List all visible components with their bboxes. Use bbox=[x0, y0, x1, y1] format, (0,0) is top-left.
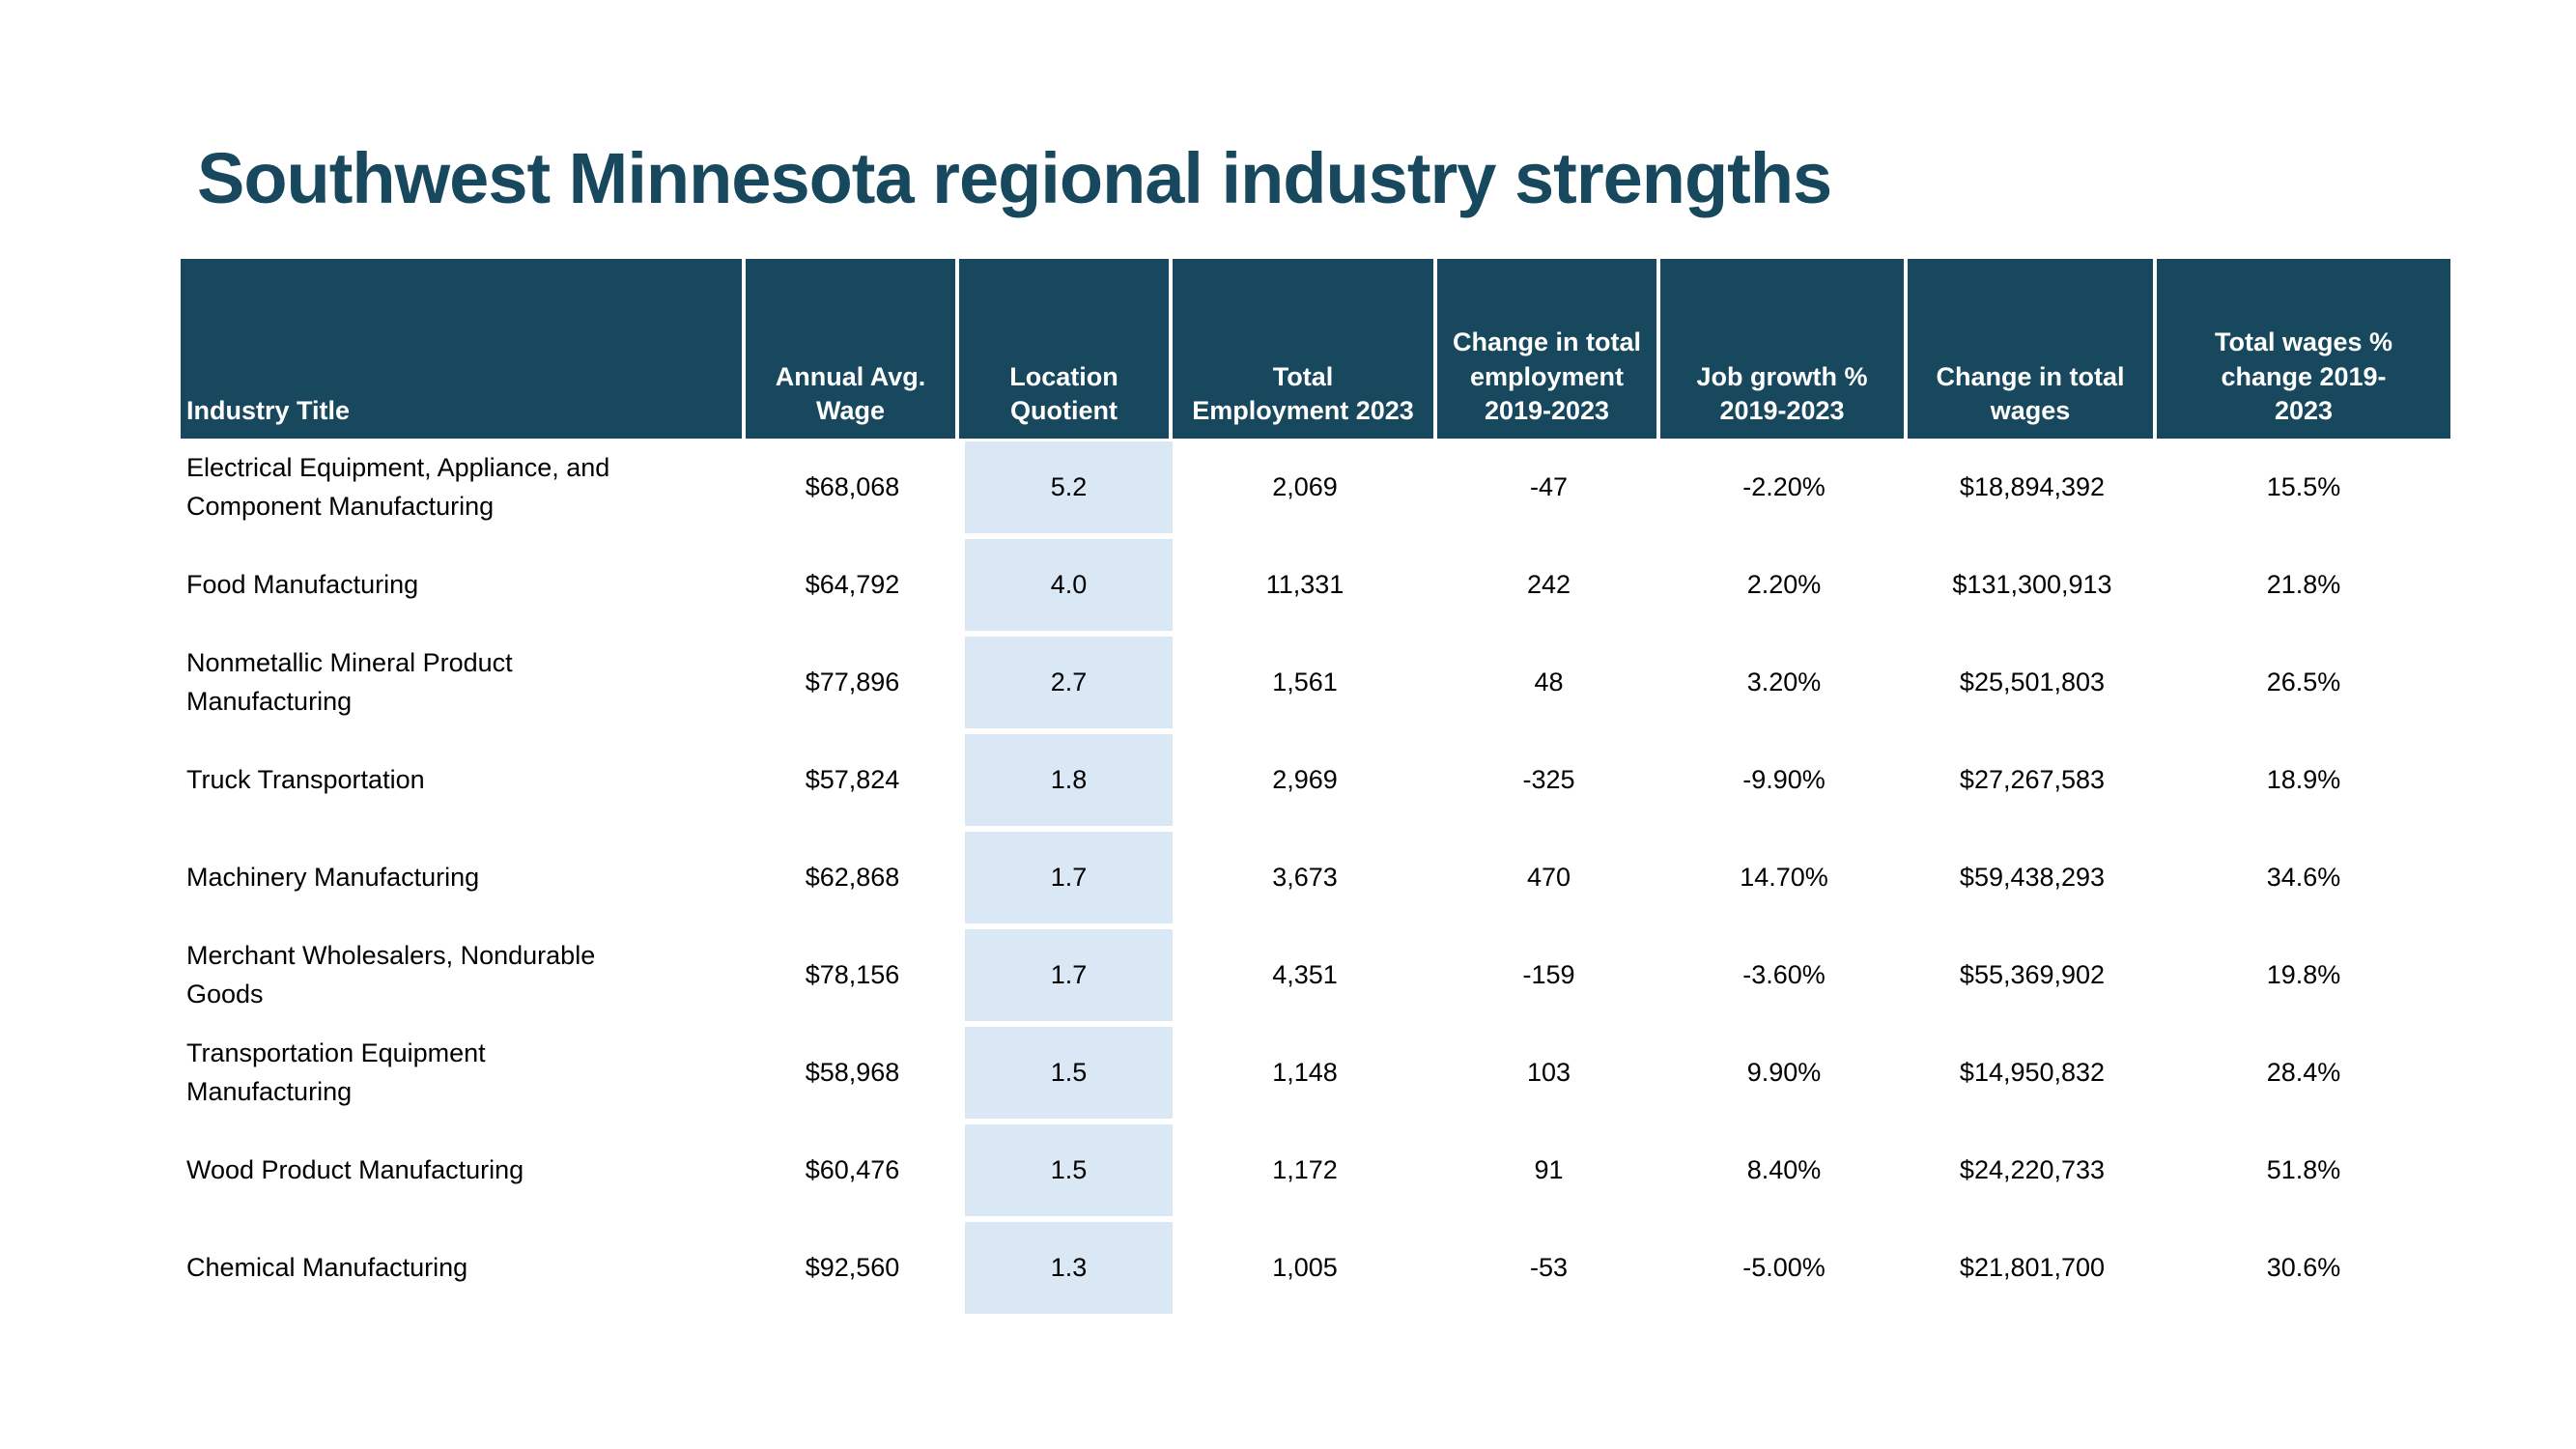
industry-title-cell: Electrical Equipment, Appliance, and Com… bbox=[186, 453, 610, 521]
industry-title-cell: Machinery Manufacturing bbox=[186, 862, 480, 892]
cell-total_wages_pct_change_2019_2023: 51.8% bbox=[2266, 1154, 2341, 1184]
cell-change_in_total_employment_2019_2023: 103 bbox=[1526, 1057, 1571, 1087]
cell-annual_avg_wage: $60,476 bbox=[805, 1154, 900, 1184]
cell-location_quotient: 2.7 bbox=[959, 634, 1173, 731]
cell-total_employment_2023: 1,561 bbox=[1272, 667, 1338, 696]
cell-change_in_total_employment_2019_2023: 470 bbox=[1526, 862, 1571, 892]
cell-total_employment_2023: 4,351 bbox=[1272, 959, 1338, 989]
cell-location_quotient: 1.3 bbox=[959, 1219, 1173, 1317]
cell-job_growth_pct_2019_2023: -2.20% bbox=[1742, 471, 1826, 501]
page-title: Southwest Minnesota regional industry st… bbox=[197, 138, 1832, 218]
cell-change_in_total_employment_2019_2023: 242 bbox=[1526, 569, 1571, 599]
column-header-change_in_total_wages: Change in total wages bbox=[1908, 259, 2157, 439]
cell-change_in_total_employment_2019_2023: -47 bbox=[1529, 471, 1569, 501]
cell-change_in_total_employment_2019_2023: 91 bbox=[1534, 1154, 1564, 1184]
cell-job_growth_pct_2019_2023: 9.90% bbox=[1746, 1057, 1822, 1087]
cell-annual_avg_wage: $64,792 bbox=[805, 569, 900, 599]
cell-annual_avg_wage: $68,068 bbox=[805, 471, 900, 501]
cell-total_wages_pct_change_2019_2023: 21.8% bbox=[2266, 569, 2341, 599]
cell-location_quotient: 1.7 bbox=[959, 926, 1173, 1024]
cell-location_quotient: 4.0 bbox=[959, 536, 1173, 634]
column-header-industry: Industry Title bbox=[181, 259, 746, 439]
cell-change_in_total_wages: $131,300,913 bbox=[1952, 569, 2112, 599]
cell-total_wages_pct_change_2019_2023: 30.6% bbox=[2266, 1252, 2341, 1282]
industry-title-cell: Truck Transportation bbox=[186, 764, 425, 794]
cell-total_employment_2023: 1,005 bbox=[1272, 1252, 1338, 1282]
cell-job_growth_pct_2019_2023: 2.20% bbox=[1746, 569, 1822, 599]
cell-job_growth_pct_2019_2023: 14.70% bbox=[1740, 862, 1828, 892]
cell-job_growth_pct_2019_2023: -5.00% bbox=[1742, 1252, 1826, 1282]
industry-title-cell: Merchant Wholesalers, Nondurable Goods bbox=[186, 941, 596, 1009]
cell-job_growth_pct_2019_2023: -9.90% bbox=[1742, 764, 1826, 794]
cell-total_employment_2023: 3,673 bbox=[1272, 862, 1338, 892]
cell-annual_avg_wage: $57,824 bbox=[805, 764, 900, 794]
cell-annual_avg_wage: $78,156 bbox=[805, 959, 900, 989]
cell-total_wages_pct_change_2019_2023: 18.9% bbox=[2266, 764, 2341, 794]
column-header-location_quotient: Location Quotient bbox=[959, 259, 1173, 439]
cell-change_in_total_employment_2019_2023: -325 bbox=[1522, 764, 1575, 794]
cell-change_in_total_employment_2019_2023: -53 bbox=[1529, 1252, 1569, 1282]
cell-annual_avg_wage: $77,896 bbox=[805, 667, 900, 696]
cell-total_wages_pct_change_2019_2023: 15.5% bbox=[2266, 471, 2341, 501]
cell-total_wages_pct_change_2019_2023: 28.4% bbox=[2266, 1057, 2341, 1087]
column-header-annual_avg_wage: Annual Avg. Wage bbox=[746, 259, 959, 439]
cell-annual_avg_wage: $62,868 bbox=[805, 862, 900, 892]
cell-change_in_total_employment_2019_2023: -159 bbox=[1522, 959, 1575, 989]
cell-change_in_total_wages: $24,220,733 bbox=[1959, 1154, 2106, 1184]
column-header-total_employment_2023: Total Employment 2023 bbox=[1173, 259, 1437, 439]
cell-location_quotient: 1.7 bbox=[959, 829, 1173, 926]
cell-change_in_total_wages: $18,894,392 bbox=[1959, 471, 2106, 501]
industry-title-cell: Nonmetallic Mineral Product Manufacturin… bbox=[186, 648, 513, 716]
industry-title-cell: Transportation Equipment Manufacturing bbox=[186, 1038, 486, 1106]
cell-change_in_total_wages: $55,369,902 bbox=[1959, 959, 2106, 989]
cell-total_employment_2023: 11,331 bbox=[1265, 569, 1345, 599]
cell-change_in_total_wages: $25,501,803 bbox=[1959, 667, 2106, 696]
column-header-job_growth_pct_2019_2023: Job growth % 2019-2023 bbox=[1660, 259, 1908, 439]
cell-total_wages_pct_change_2019_2023: 26.5% bbox=[2266, 667, 2341, 696]
cell-job_growth_pct_2019_2023: 3.20% bbox=[1746, 667, 1822, 696]
cell-total_employment_2023: 2,069 bbox=[1272, 471, 1338, 501]
cell-location_quotient: 1.5 bbox=[959, 1122, 1173, 1219]
cell-total_employment_2023: 2,969 bbox=[1272, 764, 1338, 794]
cell-job_growth_pct_2019_2023: -3.60% bbox=[1742, 959, 1826, 989]
column-header-total_wages_pct_change_2019_2023: Total wages % change 2019- 2023 bbox=[2157, 259, 2450, 439]
industry-title-cell: Wood Product Manufacturing bbox=[186, 1154, 524, 1184]
industry-table: Industry Title Annual Avg. Wage Location Q… bbox=[181, 259, 2450, 1317]
column-header-change_in_total_employment_2019_2023: Change in total employment 2019-2023 bbox=[1437, 259, 1660, 439]
cell-annual_avg_wage: $58,968 bbox=[805, 1057, 900, 1087]
cell-total_wages_pct_change_2019_2023: 34.6% bbox=[2266, 862, 2341, 892]
cell-change_in_total_wages: $14,950,832 bbox=[1959, 1057, 2106, 1087]
industry-title-cell: Chemical Manufacturing bbox=[186, 1252, 468, 1282]
cell-total_wages_pct_change_2019_2023: 19.8% bbox=[2266, 959, 2341, 989]
cell-location_quotient: 1.5 bbox=[959, 1024, 1173, 1122]
cell-change_in_total_wages: $27,267,583 bbox=[1959, 764, 2106, 794]
industry-title-cell: Food Manufacturing bbox=[186, 569, 419, 599]
cell-annual_avg_wage: $92,560 bbox=[805, 1252, 900, 1282]
cell-location_quotient: 1.8 bbox=[959, 731, 1173, 829]
cell-location_quotient: 5.2 bbox=[959, 439, 1173, 536]
cell-job_growth_pct_2019_2023: 8.40% bbox=[1746, 1154, 1822, 1184]
cell-change_in_total_wages: $21,801,700 bbox=[1959, 1252, 2106, 1282]
cell-change_in_total_employment_2019_2023: 48 bbox=[1534, 667, 1564, 696]
cell-change_in_total_wages: $59,438,293 bbox=[1959, 862, 2106, 892]
cell-total_employment_2023: 1,172 bbox=[1272, 1154, 1338, 1184]
cell-total_employment_2023: 1,148 bbox=[1272, 1057, 1338, 1087]
